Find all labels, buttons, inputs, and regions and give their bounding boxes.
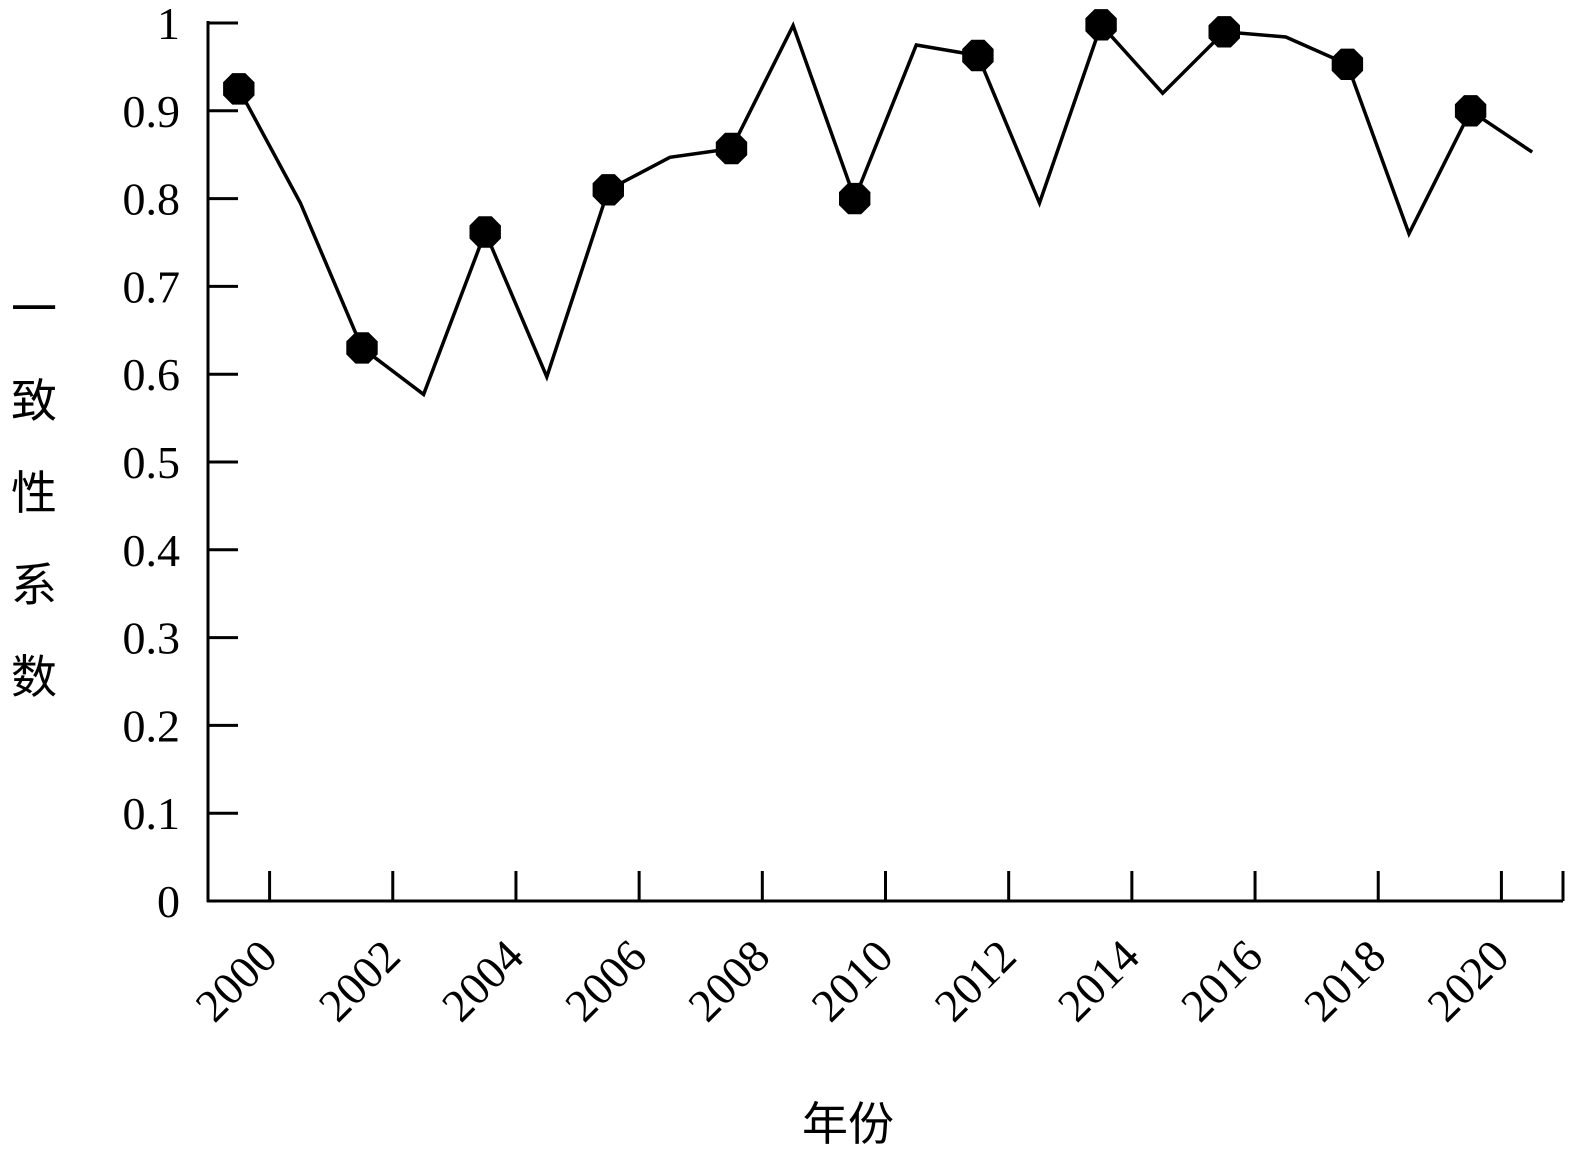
y-tick-label: 0.6 (123, 349, 181, 400)
y-tick-label: 0.2 (123, 700, 181, 751)
y-axis-title-char: 致 (11, 374, 57, 428)
series-line (237, 21, 1534, 398)
x-tick-label: 2018 (1294, 930, 1395, 1031)
y-tick-label: 1 (157, 0, 180, 49)
data-series (223, 9, 1534, 398)
y-tick-label: 0 (157, 876, 180, 927)
data-point-marker (1331, 48, 1364, 80)
x-axis-ticks: 2000 2002 2004 2006 2008 2010 2012 2014 2016 2018… (186, 871, 1565, 1031)
x-axis-title: 年份 (802, 1097, 894, 1151)
x-tick-label: 2020 (1417, 930, 1518, 1031)
data-point-marker (1085, 9, 1117, 41)
y-axis-title-char: 数 (11, 650, 57, 704)
x-tick-label: 2012 (925, 930, 1026, 1031)
y-tick-label: 0.8 (123, 174, 181, 225)
x-tick-label: 2008 (678, 930, 779, 1031)
data-point-marker (223, 73, 255, 105)
x-tick-label: 2004 (432, 930, 533, 1031)
data-point-marker (715, 132, 748, 165)
y-tick-label: 0.4 (123, 525, 181, 576)
x-tick-label: 2016 (1171, 930, 1272, 1031)
data-point-marker (839, 182, 871, 215)
data-point-marker (592, 174, 624, 206)
data-point-marker (346, 332, 378, 364)
y-axis-title-char: 一 (11, 282, 57, 336)
y-tick-label: 0.1 (123, 788, 181, 839)
y-tick-label: 0.7 (123, 261, 181, 312)
data-point-marker (1454, 95, 1487, 127)
x-tick-label: 2002 (309, 930, 410, 1031)
axes (206, 21, 1563, 903)
x-tick-label: 2010 (801, 930, 902, 1031)
y-axis-title-char: 系 (11, 558, 57, 612)
y-tick-label: 0.5 (123, 437, 181, 488)
data-point-marker (1208, 16, 1240, 48)
data-point-marker (469, 216, 501, 248)
y-axis-ticks: 0 0.1 0.2 0.3 0.4 0.5 0.6 0.7 0.8 0.9 1 (123, 0, 238, 927)
x-tick-label: 2014 (1048, 930, 1149, 1031)
y-axis-title-char: 性 (11, 466, 57, 520)
y-tick-label: 0.9 (123, 86, 181, 137)
x-tick-label: 2006 (555, 930, 656, 1031)
y-tick-label: 0.3 (123, 613, 181, 664)
x-tick-label: 2000 (186, 930, 287, 1031)
data-point-marker (962, 39, 994, 72)
